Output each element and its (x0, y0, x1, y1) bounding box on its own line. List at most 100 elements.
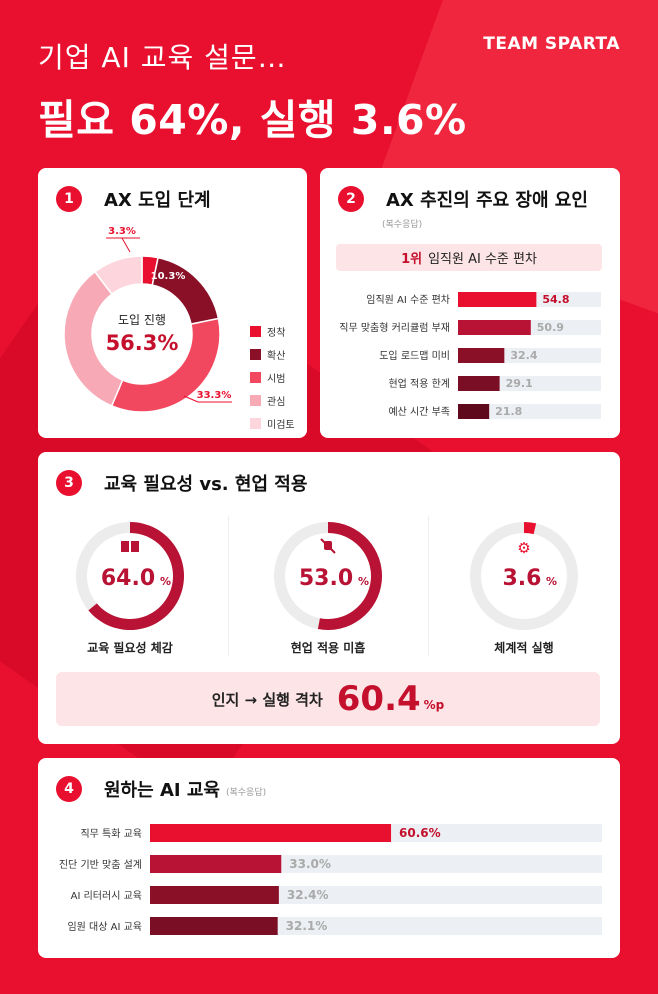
gear-icon: ⚙ (517, 539, 530, 557)
bar-value-label: 29.1 (506, 377, 533, 390)
card-title: 교육 필요성 vs. 현업 적용 (104, 474, 308, 495)
leader-line (183, 395, 199, 403)
book-icon (131, 541, 139, 552)
ring-value: 53.0 (299, 566, 353, 591)
team-sparta-logo: TEAM SPARTA (483, 34, 620, 54)
section-number-badge: 1 (56, 186, 82, 212)
card-header: 1 AX 도입 단계 (56, 186, 211, 212)
bar-category-label: 임원 대상 AI 교육 (67, 920, 142, 933)
ring-percent-sign: % (160, 575, 171, 588)
bar-value-label: 32.1% (286, 919, 328, 933)
bar-value-label: 60.6% (399, 826, 441, 840)
divider (228, 516, 229, 656)
rank-label: 1위 (401, 252, 423, 267)
bar-category-label: 도입 로드맵 미비 (379, 349, 450, 362)
card-header: 2 AX 추진의 주요 장애 요인 (338, 186, 588, 212)
bar-category-label: 진단 기반 맞춤 설계 (59, 859, 142, 871)
wanted-education-bar-chart: 직무 특화 교육 60.6% 진단 기반 맞춤 설계 33.0% AI 리터러시 교육 3… (59, 824, 602, 935)
page-subtitle: 기업 AI 교육 설문… (38, 41, 287, 74)
section-number-badge: 2 (338, 186, 364, 212)
legend-label: 미검토 (267, 420, 295, 431)
bar (458, 404, 490, 419)
legend-label: 정착 (267, 328, 286, 339)
slice-value-label: 3.3% (108, 226, 136, 237)
ring-progress (524, 522, 537, 535)
bar (458, 376, 500, 391)
gap-value: 60.4 (336, 679, 421, 719)
legend-item: 관심 (250, 389, 295, 412)
slice-value-label: 10.3% (151, 271, 186, 282)
bar-category-label: 임직원 AI 수준 편차 (366, 293, 450, 306)
section-number-badge: 3 (56, 470, 82, 496)
bar-category-label: 현업 적용 한계 (388, 377, 450, 390)
legend-item: 시범 (250, 366, 295, 389)
obstacles-bar-chart: 임직원 AI 수준 편차 54.8 직무 맞춤형 커리큘럼 부재 50.9 도입 로드맵… (339, 292, 601, 419)
legend-swatch (250, 372, 261, 383)
card-title: AX 추진의 주요 장애 요인 (386, 190, 588, 211)
bar (150, 855, 282, 873)
card-ax-adoption-stage: 1 AX 도입 단계 3.3%18.5%34.5%33.3%10.3%도입 진행… (38, 168, 307, 438)
legend-label: 확산 (267, 351, 286, 362)
legend-swatch (250, 418, 261, 429)
multiple-response-note: (복수응답) (225, 787, 267, 798)
legend-swatch (250, 326, 261, 337)
donut-slice (63, 270, 124, 407)
legend-label: 관심 (267, 397, 286, 408)
bar (458, 292, 537, 307)
ring-category-label: 교육 필요성 체감 (87, 640, 173, 655)
leader-line (121, 237, 131, 253)
progress-rings: 64.0 % 교육 필요성 체감 53.0 % 현업 적용 미흡 ⚙ 3.6 % 체계적 실행 (76, 522, 578, 655)
bar (150, 886, 279, 904)
bar (458, 320, 531, 335)
ring-value: 3.6 (503, 566, 542, 591)
ring-category-label: 현업 적용 미흡 (291, 640, 366, 655)
ring-category-label: 체계적 실행 (494, 640, 553, 655)
bar-track (458, 404, 601, 419)
ring-progress (317, 522, 382, 630)
card-title: AX 도입 단계 (104, 190, 211, 211)
section-number-badge: 4 (56, 776, 82, 802)
gap-label: 인지 → 실행 격차 (211, 690, 323, 709)
bar-value-label: 50.9 (537, 321, 564, 334)
bar-value-label: 32.4% (287, 888, 329, 902)
bar (458, 348, 505, 363)
ring-value: 64.0 (101, 566, 155, 591)
gap-unit: %p (423, 698, 445, 712)
legend-label: 시범 (267, 374, 286, 385)
donut-center-label: 도입 진행 (118, 312, 166, 327)
donut-center-value: 56.3% (106, 331, 179, 355)
legend-swatch (250, 395, 261, 406)
rank-item: 임직원 AI 수준 편차 (428, 252, 537, 267)
book-icon (121, 541, 129, 552)
bar-value-label: 21.8 (495, 405, 522, 418)
bar-category-label: AI 리터러시 교육 (71, 890, 142, 902)
multiple-response-note: (복수응답) (382, 220, 423, 230)
legend-item: 확산 (250, 343, 295, 366)
card-wanted-ai-education: 4 원하는 AI 교육 (복수응답) 직무 특화 교육 60.6% 진단 기반 맞춤… (38, 758, 620, 958)
bar-category-label: 직무 맞춤형 커리큘럼 부재 (339, 321, 450, 334)
slice-value-label: 33.3% (197, 390, 232, 401)
donut-slice (93, 255, 143, 296)
legend-item: 정착 (250, 320, 295, 343)
ring-percent-sign: % (358, 575, 369, 588)
gap-summary: 인지 → 실행 격차 60.4 %p (56, 672, 600, 726)
card-header: 4 원하는 AI 교육 (복수응답) (56, 776, 266, 802)
bar-value-label: 33.0% (289, 857, 331, 871)
header: 기업 AI 교육 설문… 필요 64%, 실행 3.6% (38, 36, 467, 146)
ring-progress (88, 522, 184, 630)
top-rank-banner: 1위 임직원 AI 수준 편차 (336, 244, 602, 271)
bar-value-label: 54.8 (542, 293, 569, 306)
bar-category-label: 예산 시간 부족 (388, 406, 450, 418)
page-title: 필요 64%, 실행 3.6% (38, 96, 467, 144)
card-ax-obstacles: 2 AX 추진의 주요 장애 요인 (복수응답) 1위 임직원 AI 수준 편차… (320, 168, 620, 438)
bar (150, 917, 278, 935)
bar-value-label: 32.4 (510, 349, 537, 362)
ring-percent-sign: % (546, 575, 557, 588)
card-need-vs-application: 3 교육 필요성 vs. 현업 적용 64.0% 교육 필요성 체감 53.0% 현업… (38, 452, 620, 744)
bar (150, 824, 392, 842)
card-title: 원하는 AI 교육 (104, 780, 220, 801)
no-plug-icon (320, 538, 336, 554)
legend-item: 미검토 (250, 412, 295, 435)
